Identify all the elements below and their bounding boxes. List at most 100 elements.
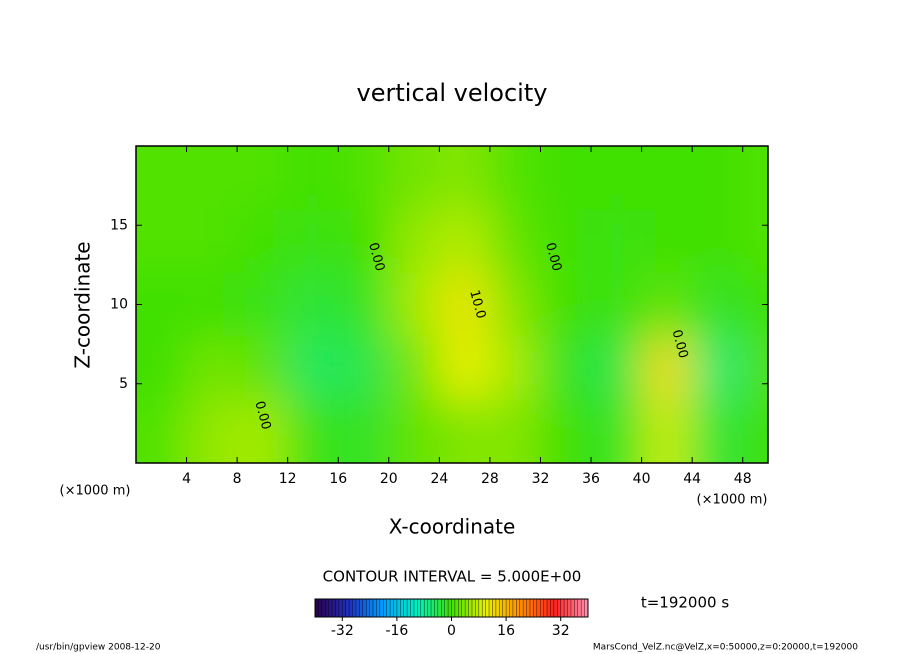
- x-tick-label: 20: [380, 471, 398, 487]
- colorbar-swatch: [413, 599, 418, 617]
- cell: [591, 336, 642, 400]
- cell: [641, 399, 693, 463]
- cell: [338, 336, 389, 400]
- colorbar-swatch: [328, 599, 333, 617]
- x-unit: (×1000 m): [60, 484, 131, 499]
- cell: [186, 146, 238, 210]
- colorbar-swatch: [478, 599, 483, 617]
- colorbar-swatch: [577, 599, 582, 617]
- colorbar-swatch: [567, 599, 572, 617]
- cell: [591, 399, 642, 463]
- cell: [540, 399, 592, 463]
- colorbar-swatch: [448, 599, 452, 617]
- cell: [540, 146, 592, 210]
- colorbar-tick-label: 0: [447, 623, 456, 639]
- cell: [692, 146, 743, 210]
- cell: [489, 272, 541, 337]
- cell: [136, 399, 187, 463]
- colorbar-swatch: [396, 599, 401, 617]
- colorbar-swatch: [321, 599, 326, 617]
- colorbar-swatch: [437, 599, 442, 617]
- colorbar-swatch: [390, 599, 394, 617]
- colorbar-swatch: [465, 599, 469, 617]
- x-tick-label: 36: [582, 471, 600, 487]
- colorbar-swatch: [335, 599, 340, 617]
- cell: [287, 146, 339, 210]
- y-tick-label: 5: [119, 376, 128, 392]
- colorbar-swatch: [550, 599, 555, 617]
- cell: [287, 272, 339, 337]
- colorbar-swatch: [352, 599, 357, 617]
- x-tick-label: 28: [481, 471, 499, 487]
- contour-label: 0.00: [669, 328, 691, 360]
- colorbar-swatch: [420, 599, 425, 617]
- cell: [641, 146, 693, 210]
- colorbar-swatch: [540, 599, 544, 617]
- cell: [692, 209, 743, 273]
- cell: [287, 336, 339, 400]
- colorbar-swatch: [526, 599, 531, 617]
- cell: [439, 336, 490, 400]
- colorbar-tick-label: -32: [331, 623, 354, 639]
- colorbar-swatch: [482, 599, 486, 617]
- cell: [287, 209, 339, 273]
- contour-label: 0.00: [251, 400, 273, 432]
- cell: [338, 399, 389, 463]
- colorbar-swatch: [499, 599, 503, 617]
- x-tick-label: 48: [734, 471, 752, 487]
- colorbar-swatch: [516, 599, 521, 617]
- colorbar-swatch: [468, 599, 473, 617]
- colorbar-swatch: [362, 599, 367, 617]
- cell: [439, 399, 490, 463]
- cell: [439, 272, 490, 337]
- cell: [439, 209, 490, 273]
- colorbar-swatch: [529, 599, 534, 617]
- colorbar-tick-label: 32: [552, 623, 570, 639]
- colorbar-swatch: [557, 599, 561, 617]
- cell: [742, 399, 768, 463]
- contour-label: 0.00: [542, 241, 564, 273]
- x-axis-label: X-coordinate: [389, 515, 516, 539]
- colorbar-swatch: [373, 599, 377, 617]
- chart-title: vertical velocity: [357, 79, 548, 107]
- x-tick-label: 16: [329, 471, 347, 487]
- colorbar-swatch: [584, 599, 589, 617]
- cell: [692, 336, 743, 400]
- cell: [439, 146, 490, 210]
- cell: [489, 399, 541, 463]
- colorbar-swatch: [489, 599, 493, 617]
- cell: [237, 146, 288, 210]
- colorbar-swatch: [332, 599, 336, 617]
- x-tick-label: 24: [430, 471, 448, 487]
- cell: [742, 146, 768, 210]
- cell: [388, 272, 440, 337]
- cell: [641, 209, 693, 273]
- colorbar-swatch: [547, 599, 551, 617]
- colorbar-swatch: [471, 599, 476, 617]
- colorbar-swatch: [315, 599, 319, 617]
- colorbar-swatch: [410, 599, 415, 617]
- colorbar-swatch: [574, 599, 579, 617]
- cell: [591, 146, 642, 210]
- colorbar-swatch: [376, 599, 381, 617]
- colorbar-swatch: [458, 599, 463, 617]
- colorbar-swatch: [475, 599, 480, 617]
- colorbar-swatch: [355, 599, 360, 617]
- cell: [136, 209, 187, 273]
- colorbar-swatch: [338, 599, 343, 617]
- colorbar-swatch: [400, 599, 405, 617]
- colorbar-tick-label: -16: [385, 623, 408, 639]
- colorbar-swatch: [485, 599, 490, 617]
- cell: [692, 399, 743, 463]
- colorbar-swatch: [560, 599, 565, 617]
- y-axis-label: Z-coordinate: [71, 241, 95, 368]
- colorbar-swatch: [536, 599, 541, 617]
- cell: [742, 336, 768, 400]
- x-tick-label: 44: [683, 471, 701, 487]
- colorbar-swatch: [318, 599, 323, 617]
- cell: [186, 399, 238, 463]
- contour-label: 0.00: [365, 241, 387, 273]
- cell: [237, 209, 288, 273]
- cell: [641, 336, 693, 400]
